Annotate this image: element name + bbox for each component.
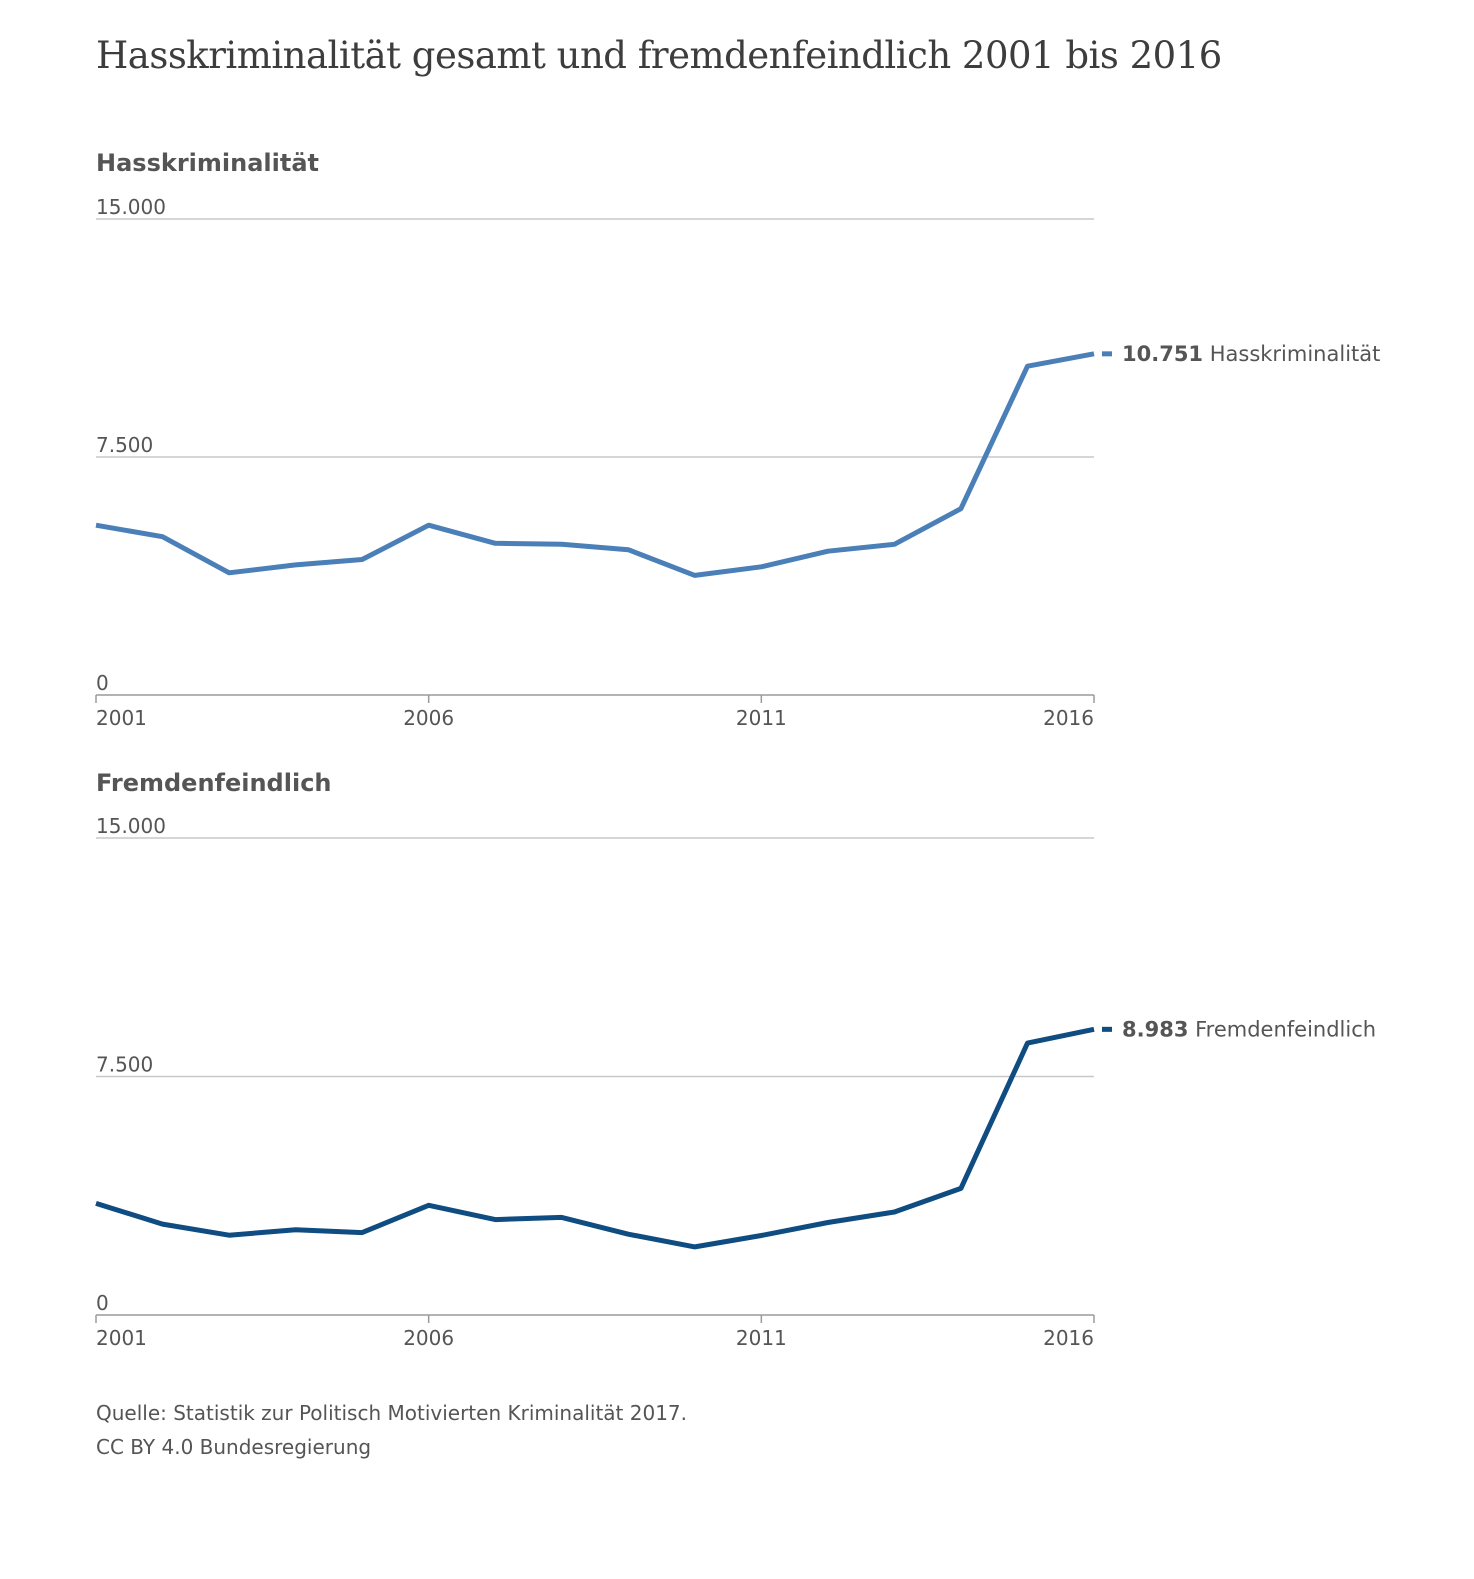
x-tick-label: 2001: [96, 706, 147, 730]
chart-panel-fremdenfeindlich: Fremdenfeindlich 15.000 7.500 0 2001 2006 20…: [95, 769, 1376, 1350]
series-line: [95, 351, 1095, 578]
end-series-name: Fremdenfeindlich: [1188, 1017, 1376, 1041]
panel-heading: Hasskriminalität: [96, 149, 319, 177]
chart-footer: Quelle: Statistik zur Politisch Motivier…: [96, 1396, 687, 1464]
y-tick-label: 15.000: [96, 814, 166, 838]
y-axis-ticks: 15.000 7.500 0: [96, 814, 166, 1315]
x-tick-label: 2016: [1043, 706, 1094, 730]
series-layer: [95, 1026, 1095, 1250]
end-label: 8.983 Fremdenfeindlich: [1122, 1017, 1376, 1041]
end-value: 10.751: [1122, 342, 1203, 366]
y-tick-label: 15.000: [96, 195, 166, 219]
x-tick-label: 2016: [1043, 1326, 1094, 1350]
end-label: 10.751 Hasskriminalität: [1122, 342, 1380, 366]
x-axis: 2001 2006 2011 2016: [95, 694, 1095, 730]
x-tick-label: 2011: [736, 706, 787, 730]
series-layer: [95, 351, 1095, 578]
end-labels: 8.983 Fremdenfeindlich: [1102, 1017, 1376, 1041]
license-note: CC BY 4.0 Bundesregierung: [96, 1435, 372, 1459]
end-series-name: Hasskriminalität: [1203, 342, 1380, 366]
end-labels: 10.751 Hasskriminalität: [1102, 342, 1380, 366]
source-note: Quelle: Statistik zur Politisch Motivier…: [96, 1401, 688, 1425]
y-axis-ticks: 15.000 7.500 0: [96, 195, 166, 695]
y-tick-label: 7.500: [96, 433, 153, 457]
chart-panel-hasskriminalitaet: Hasskriminalität 15.000 7.500 0 2001 2006 20…: [0, 0, 1474, 760]
x-tick-label: 2006: [403, 1326, 454, 1350]
panel-heading: Fremdenfeindlich: [96, 769, 332, 797]
x-axis: 2001 2006 2011 2016: [95, 1314, 1095, 1350]
x-tick-label: 2001: [96, 1326, 147, 1350]
series-line: [95, 1026, 1095, 1250]
y-tick-label: 0: [96, 671, 109, 695]
end-value: 8.983: [1122, 1017, 1188, 1041]
chart-title: Hasskriminalität gesamt und fremdenfeind…: [96, 34, 1222, 77]
grid-lines: [96, 218, 1094, 458]
y-tick-label: 7.500: [96, 1053, 153, 1077]
x-tick-label: 2006: [403, 706, 454, 730]
y-tick-label: 0: [96, 1291, 109, 1315]
x-tick-label: 2011: [736, 1326, 787, 1350]
grid-lines: [96, 837, 1094, 1078]
